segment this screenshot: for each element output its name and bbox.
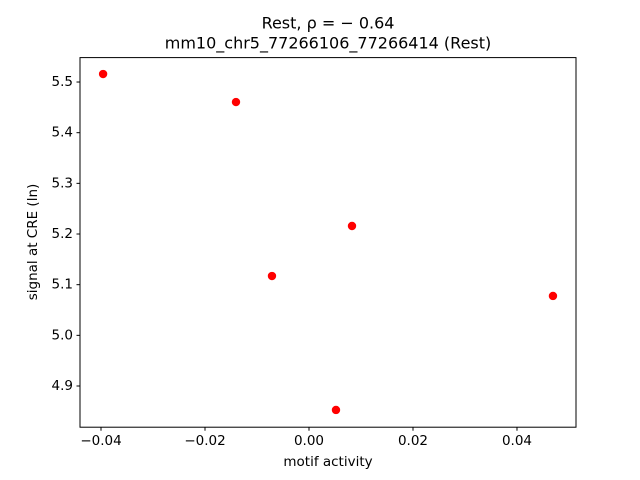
x-tick-label: 0.04 (502, 433, 532, 449)
point (98, 69, 108, 79)
y-axis-label: signal at CRE (ln) (25, 184, 41, 301)
x-tick-label: 0.00 (294, 433, 324, 449)
axes-frame (79, 57, 577, 428)
x-axis-label: motif activity (283, 454, 372, 470)
y-tick-label: 5.2 (52, 226, 73, 242)
y-tick-label: 5.0 (52, 327, 73, 343)
y-tick-label: 5.4 (52, 125, 73, 141)
y-tick-label: 5.3 (52, 175, 73, 191)
x-tick-label: −0.04 (80, 433, 121, 449)
point (548, 291, 558, 301)
y-tick-label: 5.5 (52, 74, 73, 90)
point (347, 221, 357, 231)
chart-subtitle: mm10_chr5_77266106_77266414 (Rest) (165, 34, 492, 54)
chart-title: Rest, ρ = − 0.64 (262, 14, 395, 33)
y-tick-label: 4.9 (52, 378, 73, 394)
y-tick-label: 5.1 (52, 277, 73, 293)
point (267, 271, 277, 281)
x-tick-label: −0.02 (184, 433, 225, 449)
point (331, 405, 341, 415)
point (231, 97, 241, 107)
x-tick-label: 0.02 (398, 433, 428, 449)
